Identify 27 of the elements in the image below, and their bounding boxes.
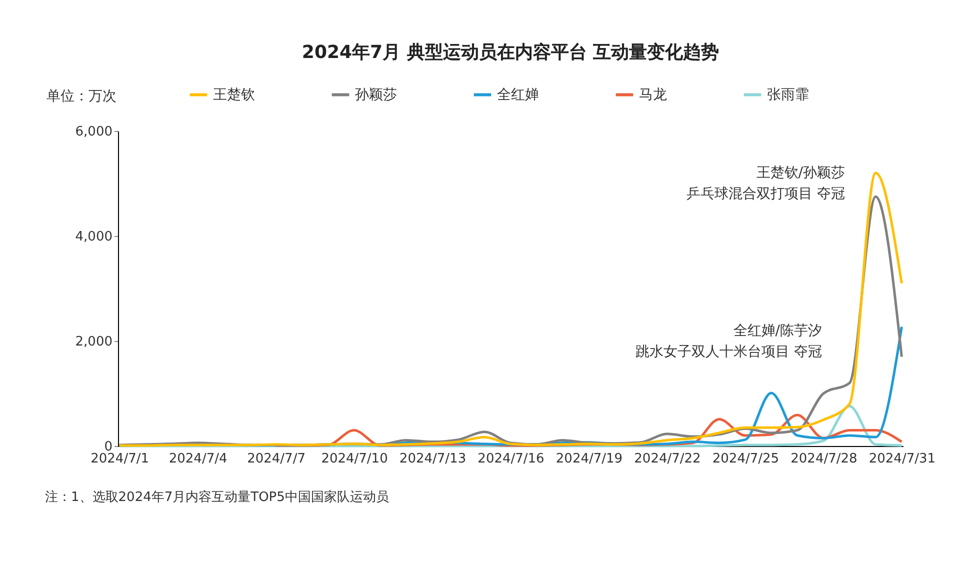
- y-axis-title: 单位：万次: [46, 88, 116, 104]
- annotation: 王楚钦/孙颖莎: [756, 165, 845, 181]
- y-tick-label: 0: [104, 440, 112, 454]
- legend-label: 马龙: [639, 86, 667, 103]
- x-tick-label: 2024/7/4: [168, 452, 228, 466]
- x-tick-label: 2024/7/1: [90, 452, 149, 466]
- text: 注：1、选取2024年7月内容互动量TOP5中国国家队运动员: [45, 489, 389, 506]
- x-tick-label: 2024/7/16: [478, 452, 544, 466]
- x-tick-label: 2024/7/7: [247, 452, 306, 466]
- legend-label: 张雨霏: [767, 86, 809, 103]
- annotation: 跳水女子双人十米台项目 夺冠: [636, 344, 822, 360]
- annotation: 乒乓球混合双打项目 夺冠: [686, 186, 845, 202]
- chart-title: 2024年7月 典型运动员在内容平台 互动量变化趋势: [302, 42, 720, 63]
- x-tick-label: 2024/7/10: [321, 452, 388, 466]
- x-tick-label: 2024/7/22: [634, 452, 701, 466]
- legend-label: 王楚钦: [213, 86, 255, 103]
- annotation: 全红婵/陈芋汐: [733, 323, 822, 339]
- legend-label: 孙颖莎: [355, 86, 397, 103]
- x-tick-label: 2024/7/28: [790, 452, 858, 466]
- x-tick-label: 2024/7/19: [556, 452, 623, 466]
- y-tick-label: 4,000: [75, 230, 112, 244]
- x-tick-label: 2024/7/13: [399, 452, 466, 466]
- legend-label: 全红婵: [497, 86, 539, 103]
- x-tick-label: 2024/7/31: [868, 452, 936, 466]
- y-tick-label: 2,000: [75, 334, 112, 350]
- x-tick-label: 2024/7/25: [712, 452, 780, 466]
- y-tick-label: 6,000: [75, 124, 112, 140]
